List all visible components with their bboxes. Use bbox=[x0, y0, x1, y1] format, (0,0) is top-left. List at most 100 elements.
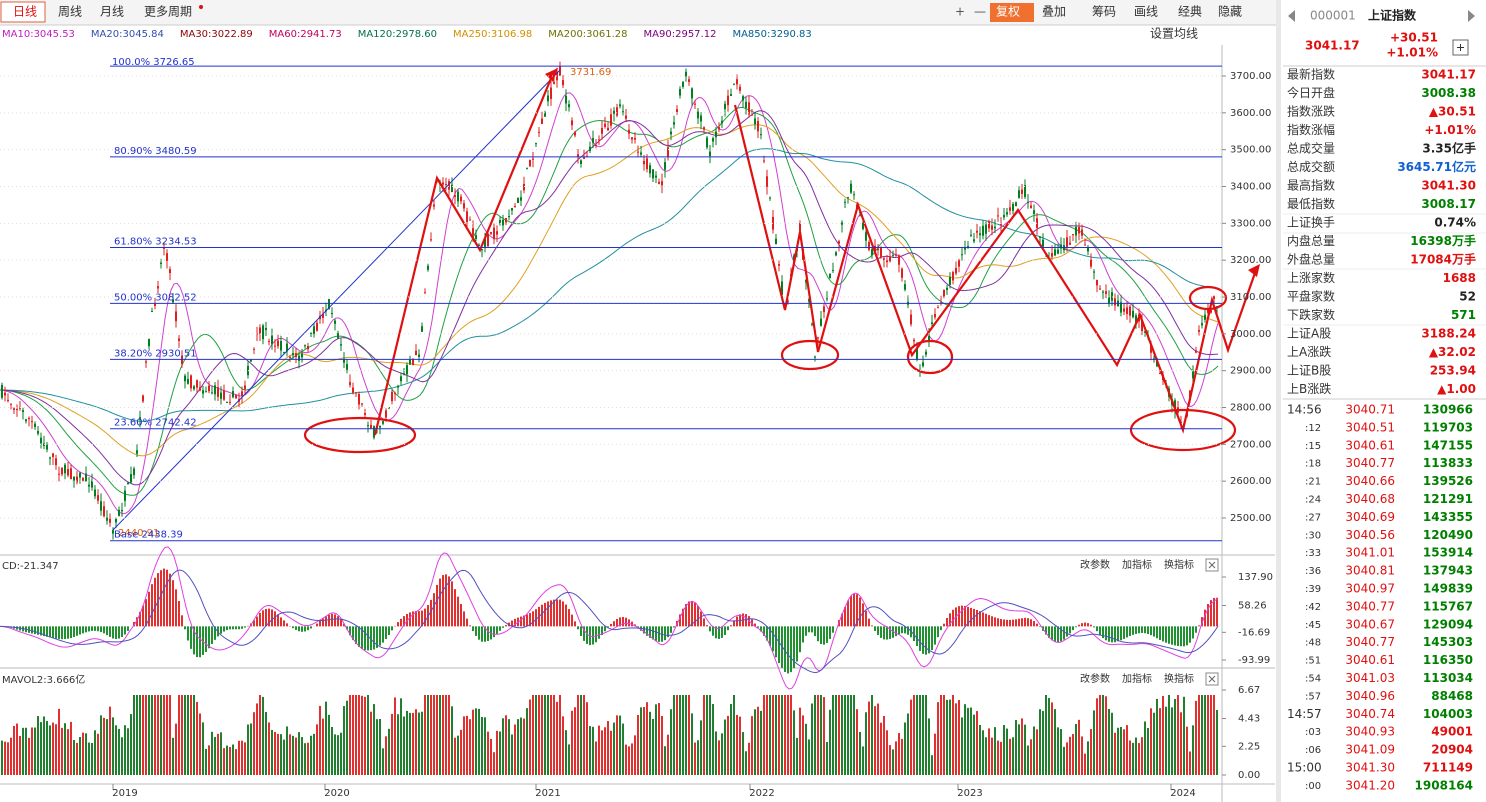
trade-volume: 20904 bbox=[1431, 743, 1473, 757]
candle-body bbox=[454, 195, 456, 197]
indicator-button[interactable]: 换指标 bbox=[1164, 558, 1194, 571]
stat-label: 上涨家数 bbox=[1287, 270, 1335, 285]
volume-bar bbox=[727, 715, 729, 775]
indicator-button[interactable]: 改参数 bbox=[1080, 672, 1110, 685]
macd-bar bbox=[658, 626, 660, 642]
volume-bar bbox=[835, 695, 837, 775]
trade-volume: 119703 bbox=[1423, 420, 1473, 434]
candle-body bbox=[1030, 205, 1032, 209]
candle-body bbox=[1159, 373, 1161, 375]
candle-body bbox=[736, 79, 738, 85]
period-tab[interactable]: 更多周期 bbox=[144, 5, 192, 19]
close-button[interactable] bbox=[1205, 558, 1219, 572]
volume-bar bbox=[901, 738, 903, 775]
period-tab[interactable]: 周线 bbox=[58, 5, 82, 19]
trade-time: :06 bbox=[1305, 745, 1321, 756]
macd-bar bbox=[286, 623, 288, 627]
volume-bar bbox=[940, 695, 942, 775]
stat-value: 0.74% bbox=[1434, 216, 1476, 230]
candle-body bbox=[844, 201, 846, 203]
macd-bar bbox=[679, 614, 681, 627]
toolbar-button[interactable]: 筹码 bbox=[1092, 5, 1116, 19]
candle-body bbox=[877, 248, 879, 251]
macd-bar bbox=[385, 626, 387, 640]
volume-bar bbox=[751, 716, 753, 775]
volume-bar bbox=[1105, 696, 1107, 775]
y-tick-label: -16.69 bbox=[1238, 627, 1270, 638]
volume-bar bbox=[172, 737, 174, 775]
volume-bar bbox=[865, 712, 867, 775]
candle-body bbox=[412, 359, 414, 365]
indicator-button[interactable]: 改参数 bbox=[1080, 558, 1110, 571]
macd-bar bbox=[1207, 604, 1209, 627]
trade-volume: 120490 bbox=[1423, 528, 1473, 542]
candle-body bbox=[253, 348, 255, 350]
candle-body bbox=[223, 390, 225, 400]
macd-bar bbox=[304, 626, 306, 632]
macd-bar bbox=[223, 626, 225, 632]
trade-time: :45 bbox=[1305, 620, 1321, 631]
volume-bar bbox=[829, 709, 831, 775]
toolbar-button[interactable]: 叠加 bbox=[1042, 5, 1066, 19]
prev-arrow[interactable] bbox=[1288, 10, 1295, 22]
candle-body bbox=[280, 341, 282, 351]
add-button[interactable] bbox=[1452, 39, 1469, 56]
macd-bar bbox=[997, 618, 999, 627]
close-button[interactable] bbox=[1205, 672, 1219, 686]
macd-bar bbox=[802, 626, 804, 643]
candle-body bbox=[145, 361, 147, 363]
candle-body bbox=[1078, 227, 1080, 234]
candle-body bbox=[835, 252, 837, 256]
macd-bar bbox=[337, 616, 339, 627]
stat-label: 上证B股 bbox=[1287, 364, 1331, 378]
y-tick-label: 2500.00 bbox=[1230, 513, 1271, 524]
toolbar-button[interactable]: 隐藏 bbox=[1218, 5, 1242, 19]
toolbar-button[interactable]: 经典 bbox=[1178, 5, 1202, 19]
toolbar-button[interactable]: 画线 bbox=[1134, 5, 1158, 19]
macd-bar bbox=[373, 626, 375, 650]
stat-value: 16398万手 bbox=[1410, 233, 1476, 248]
period-tab[interactable]: 日线 bbox=[13, 5, 37, 19]
macd-bar bbox=[484, 626, 486, 642]
macd-bar bbox=[310, 626, 312, 629]
zoom-button[interactable]: + bbox=[955, 5, 965, 19]
candle-body bbox=[322, 313, 324, 318]
volume-bar bbox=[124, 725, 126, 775]
indicator-button[interactable]: 加指标 bbox=[1122, 672, 1152, 685]
volume-bar bbox=[889, 745, 891, 775]
volume-bar bbox=[346, 700, 348, 775]
candle-body bbox=[658, 181, 660, 184]
candle-body bbox=[190, 375, 192, 389]
ma-settings[interactable]: 设置均线 bbox=[1150, 27, 1198, 41]
candle-body bbox=[808, 299, 810, 302]
macd-bar bbox=[769, 626, 771, 646]
macd-bar bbox=[361, 626, 363, 650]
indicator-button[interactable]: 加指标 bbox=[1122, 558, 1152, 571]
volume-bar bbox=[883, 716, 885, 775]
volume-bar bbox=[469, 719, 471, 775]
splitter[interactable] bbox=[1276, 0, 1281, 802]
candle-body bbox=[679, 89, 681, 96]
candle-body bbox=[898, 255, 900, 265]
volume-bar bbox=[25, 727, 27, 775]
volume-bar bbox=[379, 718, 381, 775]
zoom-button[interactable]: — bbox=[974, 5, 986, 19]
indicator-button[interactable]: 换指标 bbox=[1164, 672, 1194, 685]
macd-bar bbox=[826, 626, 828, 643]
volume-bar bbox=[1162, 696, 1164, 775]
candle-body bbox=[664, 162, 666, 170]
toolbar-button[interactable]: 复权 bbox=[996, 5, 1020, 19]
period-tab[interactable]: 月线 bbox=[100, 5, 124, 19]
candle-body bbox=[1042, 239, 1044, 247]
macd-bar bbox=[454, 589, 456, 627]
candle-body bbox=[40, 437, 42, 444]
next-arrow[interactable] bbox=[1468, 10, 1475, 22]
trade-price: 3040.97 bbox=[1345, 582, 1395, 596]
candle-body bbox=[337, 333, 339, 339]
quote-panel bbox=[1281, 0, 1486, 802]
volume-bar bbox=[772, 695, 774, 775]
candle-body bbox=[649, 165, 651, 174]
volume-bar bbox=[664, 746, 666, 775]
volume-bar bbox=[418, 712, 420, 775]
candle-body bbox=[535, 143, 537, 145]
